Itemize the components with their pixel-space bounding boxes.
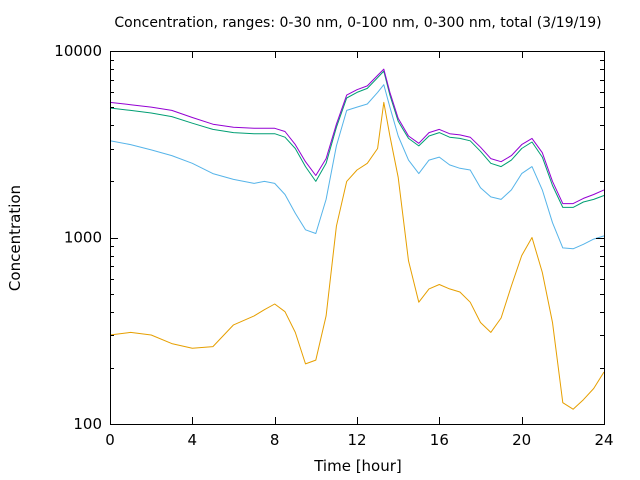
y-axis-label: Concentration	[6, 185, 24, 291]
series-line-1	[109, 101, 605, 410]
chart-title: Concentration, ranges: 0-30 nm, 0-100 nm…	[114, 15, 601, 31]
x-tick-label: 16	[430, 431, 449, 449]
x-axis-label: Time [hour]	[313, 457, 402, 475]
y-tick-label: 100	[73, 415, 102, 433]
x-tick-label: 0	[105, 431, 115, 449]
series-line-4	[109, 68, 605, 205]
x-tick-label: 20	[512, 431, 531, 449]
x-tick-label: 4	[188, 431, 198, 449]
y-tick-label: 1000	[64, 229, 102, 247]
x-tick-label: 8	[270, 431, 280, 449]
x-tick-label: 24	[594, 431, 613, 449]
x-tick-label: 12	[347, 431, 366, 449]
series-lines	[109, 68, 605, 410]
x-axis: 0 4 8 12 16 20 24	[105, 51, 614, 449]
y-axis: 100 1000 10000	[54, 42, 604, 433]
series-line-3	[109, 70, 605, 208]
y-tick-label: 10000	[54, 42, 102, 60]
series-line-2	[109, 84, 605, 250]
